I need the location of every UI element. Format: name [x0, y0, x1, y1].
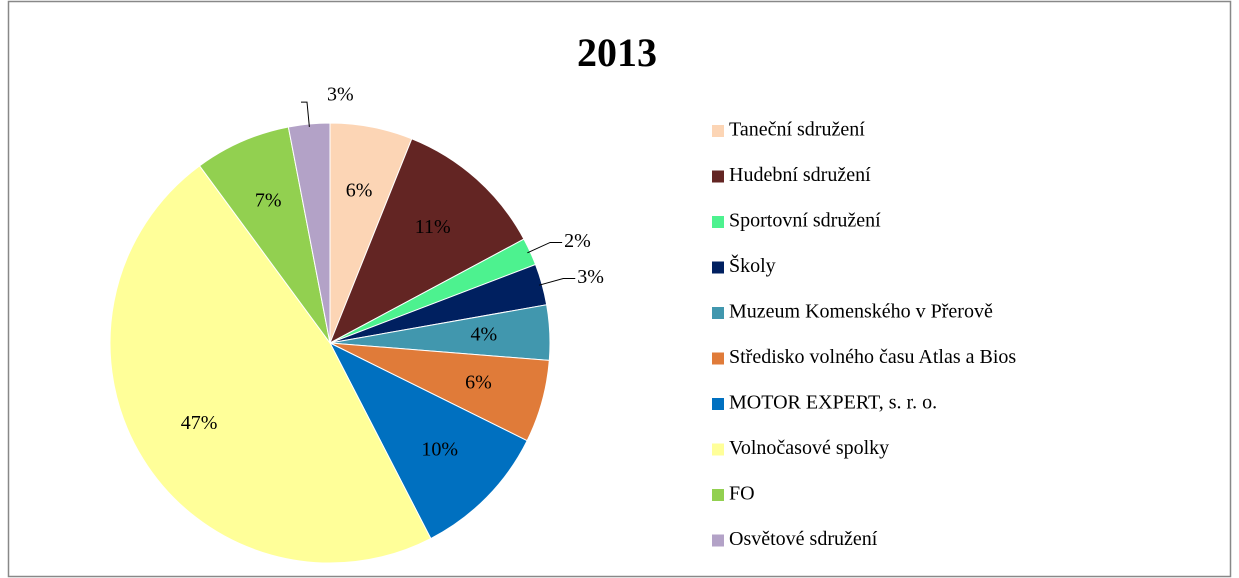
- legend-label: Školy: [729, 253, 776, 277]
- legend-swatch: [712, 443, 724, 456]
- legend-label: Hudební sdružení: [729, 164, 871, 186]
- leader-line: [539, 278, 576, 286]
- legend-label: Muzeum Komenského v Přerově: [729, 301, 993, 323]
- data-label: 3%: [327, 84, 354, 106]
- legend-label: Osvětové sdružení: [729, 528, 878, 550]
- legend-label: Taneční sdružení: [729, 119, 865, 141]
- legend-label: Středisko volného času Atlas a Bios: [729, 346, 1016, 368]
- legend-swatch: [712, 216, 724, 228]
- legend-swatch: [712, 170, 724, 183]
- legend-label: Volnočasové spolky: [729, 437, 889, 459]
- legend-swatch: [712, 307, 724, 319]
- legend-swatch: [712, 398, 724, 410]
- data-label: 2%: [564, 230, 591, 252]
- legend-swatch: [712, 261, 724, 274]
- legend-swatch: [712, 534, 724, 547]
- legend-label: FO: [729, 483, 755, 505]
- pie-slice: [109, 165, 432, 564]
- data-label: 6%: [346, 179, 373, 201]
- data-label: 6%: [465, 372, 492, 394]
- legend-label: Sportovní sdružení: [729, 210, 881, 232]
- pie-slice: [329, 138, 525, 345]
- data-label: 7%: [255, 190, 282, 212]
- legend-label: MOTOR EXPERT, s. r. o.: [729, 392, 937, 414]
- data-label: 4%: [470, 323, 497, 345]
- data-label: 11%: [415, 216, 451, 238]
- leader-line: [527, 241, 563, 254]
- data-label: 47%: [181, 412, 218, 434]
- pie-slice: [328, 341, 528, 540]
- data-label: 3%: [577, 266, 604, 288]
- legend-swatch: [712, 489, 724, 501]
- chart-title: 2013: [577, 30, 657, 75]
- legend-swatch: [712, 125, 724, 137]
- data-label: 10%: [421, 439, 458, 461]
- leader-line: [300, 101, 310, 128]
- legend-swatch: [712, 352, 724, 365]
